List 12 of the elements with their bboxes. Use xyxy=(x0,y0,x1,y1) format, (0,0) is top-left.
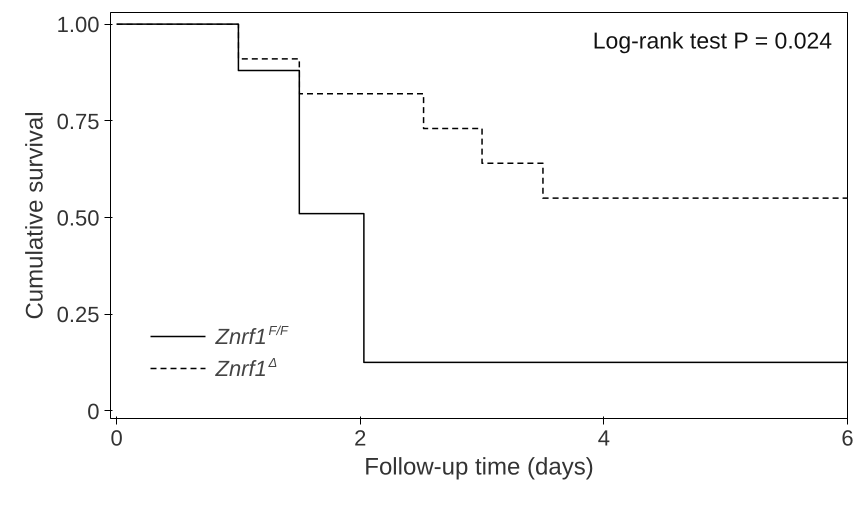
x-tick-label: 4 xyxy=(598,426,610,450)
x-tick-label: 6 xyxy=(841,426,854,450)
y-tick-label: 0.50 xyxy=(56,205,100,230)
x-tick-label: 2 xyxy=(354,426,366,450)
y-axis-title: Cumulative survival xyxy=(22,111,49,320)
annotation: Log-rank test P = 0.024 xyxy=(592,28,832,54)
x-axis-title: Follow-up time (days) xyxy=(364,454,594,480)
y-tick-label: 1.00 xyxy=(56,12,100,38)
x-tick-label: 0 xyxy=(110,426,123,450)
y-tick-label: 0.75 xyxy=(56,108,100,134)
y-tick-label: 0 xyxy=(87,398,100,424)
y-tick-label: 0.25 xyxy=(56,302,100,328)
